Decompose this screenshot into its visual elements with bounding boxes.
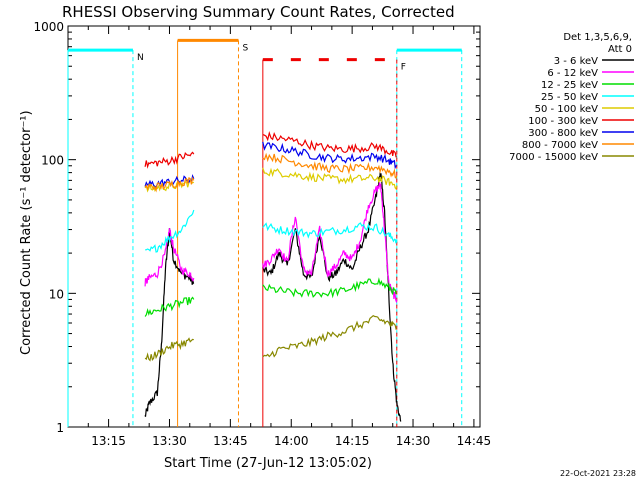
series-line-0-seg-0 bbox=[144, 227, 195, 417]
series-line-6-seg-1 bbox=[262, 141, 397, 170]
x-tick-label: 14:15 bbox=[335, 434, 370, 448]
x-tick-label: 13:15 bbox=[91, 434, 126, 448]
x-tick-label: 13:30 bbox=[152, 434, 187, 448]
series-line-8-seg-1 bbox=[262, 314, 398, 358]
series-line-4-seg-1 bbox=[262, 167, 398, 191]
x-tick-label: 14:30 bbox=[396, 434, 431, 448]
legend-header: Det 1,3,5,6,9, bbox=[563, 32, 632, 43]
y-tick-label: 10 bbox=[49, 287, 64, 301]
legend-entry-label: 25 - 50 keV bbox=[541, 92, 598, 103]
series-line-1-seg-0 bbox=[144, 228, 195, 287]
series-line-7-seg-0 bbox=[144, 176, 195, 193]
series-line-2-seg-1 bbox=[262, 277, 397, 299]
annotation-label-S: S bbox=[242, 43, 248, 53]
legend-entry-label: 50 - 100 keV bbox=[535, 104, 599, 115]
legend-entry-label: 100 - 300 keV bbox=[528, 116, 598, 127]
legend-entry-label: 7000 - 15000 keV bbox=[509, 152, 598, 163]
annotation-label-F: F bbox=[401, 63, 406, 73]
series-line-5-seg-0 bbox=[144, 151, 195, 169]
y-tick-label: 1 bbox=[56, 421, 64, 435]
legend-header: Att 0 bbox=[608, 44, 632, 55]
legend-entry-label: 6 - 12 keV bbox=[547, 68, 598, 79]
chart-title: RHESSI Observing Summary Count Rates, Co… bbox=[62, 3, 455, 21]
annotation-label-N: N bbox=[137, 53, 144, 63]
y-tick-label: 100 bbox=[41, 154, 64, 168]
legend-entry-label: 12 - 25 keV bbox=[541, 80, 598, 91]
legend-entry-label: 3 - 6 keV bbox=[554, 56, 598, 67]
series-line-0-seg-1 bbox=[262, 171, 402, 422]
legend-entry-label: 300 - 800 keV bbox=[528, 128, 598, 139]
footer-timestamp: 22-Oct-2021 23:28 bbox=[560, 469, 636, 478]
series-line-8-seg-0 bbox=[144, 337, 194, 362]
series-line-1-seg-1 bbox=[262, 182, 398, 304]
series-line-3-seg-0 bbox=[145, 209, 195, 253]
x-tick-label: 14:45 bbox=[457, 434, 492, 448]
plot-area: 1 10 100 1000 13:15 13:30 13:45 14:00 14:15 14:30… bbox=[33, 20, 491, 448]
x-tick-label: 13:45 bbox=[213, 434, 248, 448]
y-axis-label: Corrected Count Rate (s⁻¹ detector⁻¹) bbox=[19, 110, 34, 355]
x-axis-label: Start Time (27-Jun-12 13:05:02) bbox=[164, 456, 372, 471]
x-tick-label: 14:00 bbox=[274, 434, 309, 448]
series-line-3-seg-1 bbox=[262, 222, 398, 244]
series-line-5-seg-1 bbox=[262, 131, 397, 158]
plot-frame bbox=[67, 25, 481, 428]
series-line-7-seg-1 bbox=[262, 152, 398, 180]
series-line-2-seg-0 bbox=[144, 296, 195, 317]
legend-entry-label: 800 - 7000 keV bbox=[522, 140, 598, 151]
y-tick-label: 1000 bbox=[33, 20, 64, 34]
